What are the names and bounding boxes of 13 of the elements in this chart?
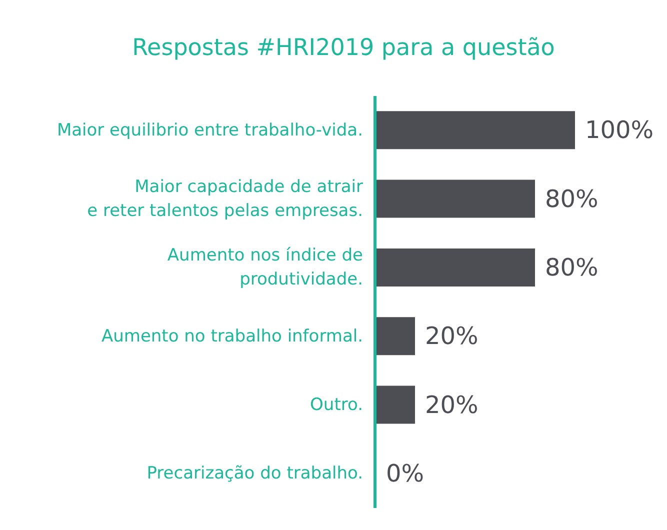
y-tick-label: Aumento no trabalho informal. bbox=[101, 326, 363, 346]
y-tick-label: Aumento nos índice de produtividade. bbox=[167, 246, 363, 290]
y-tick-label: Precarização do trabalho. bbox=[146, 464, 363, 484]
y-tick-label: Maior capacidade de atrair e reter talentos pelas empresas. bbox=[87, 177, 363, 221]
data-label: 80% bbox=[545, 184, 598, 213]
data-label: 80% bbox=[545, 253, 598, 282]
y-tick-label: Maior equilibrio entre trabalho-vida. bbox=[56, 120, 363, 140]
data-label: 0% bbox=[386, 459, 424, 488]
data-label: 100% bbox=[585, 116, 654, 144]
y-tick-label: Outro. bbox=[310, 395, 363, 415]
chart-title: Respostas #HRI2019 para a questão bbox=[131, 34, 556, 63]
data-label: 20% bbox=[425, 390, 478, 419]
data-label: 20% bbox=[425, 322, 478, 350]
